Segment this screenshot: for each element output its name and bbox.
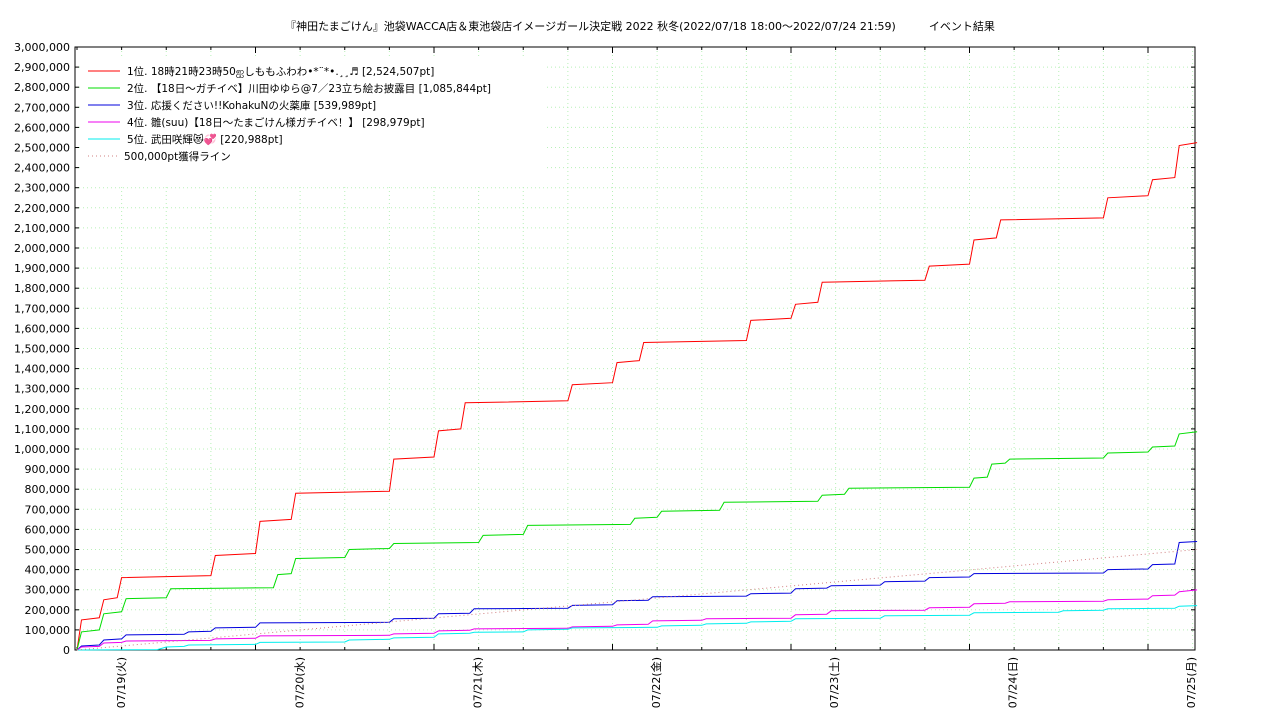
series-line — [76, 605, 1198, 651]
x-axis: 07/19(火) 07/20(水) 07/21(木) 07/22(金) 07/23(土)… — [76, 47, 1198, 708]
legend-label: 500,000pt獲得ライン — [124, 150, 231, 163]
chart-title: 『神田たまごけん』池袋WACCA店＆東池袋店イメージガール決定戦 2022 秋冬… — [285, 20, 995, 33]
y-tick-label: 2,600,000 — [14, 121, 70, 134]
y-tick-label: 200,000 — [25, 604, 71, 617]
y-tick-label: 700,000 — [25, 503, 71, 516]
x-tick-label: 07/21(木) — [472, 657, 485, 708]
y-tick-label: 2,000,000 — [14, 242, 70, 255]
y-tick-label: 1,700,000 — [14, 302, 70, 315]
y-tick-label: 2,500,000 — [14, 142, 70, 155]
y-tick-label: 600,000 — [25, 523, 71, 536]
y-tick-label: 1,900,000 — [14, 262, 70, 275]
y-tick-label: 1,300,000 — [14, 383, 70, 396]
series-line — [76, 431, 1198, 651]
legend-label: 2位. 【18日〜ガチイベ】川田ゆゆら@7／23立ち絵お披露目 [1,085,8… — [127, 82, 491, 95]
x-tick-label: 07/22(金) — [649, 657, 663, 708]
series-line — [76, 142, 1198, 651]
y-tick-label: 2,200,000 — [14, 202, 70, 215]
y-tick-label: 2,100,000 — [14, 222, 70, 235]
y-tick-label: 1,000,000 — [14, 443, 70, 456]
x-tick-label: 07/19(火) — [115, 657, 128, 708]
x-tick-label: 07/25(月) — [1185, 657, 1198, 708]
legend-background — [80, 57, 545, 187]
series-line — [76, 589, 1198, 651]
y-axis: 0 100,000 200,000 300,000 400,000 500,000 600,… — [14, 41, 1195, 657]
y-tick-label: 2,700,000 — [14, 101, 70, 114]
y-tick-label: 1,800,000 — [14, 282, 70, 295]
x-tick-label: 07/23(土) — [828, 657, 841, 708]
y-tick-label: 2,300,000 — [14, 182, 70, 195]
x-tick-label: 07/24(日) — [1007, 657, 1020, 708]
y-tick-label: 2,900,000 — [14, 61, 70, 74]
x-tick-label: 07/20(水) — [293, 657, 306, 708]
y-tick-label: 500,000 — [25, 544, 71, 557]
y-tick-label: 900,000 — [25, 463, 71, 476]
y-tick-label: 1,500,000 — [14, 343, 70, 356]
y-tick-label: 1,400,000 — [14, 363, 70, 376]
series-lines — [76, 142, 1198, 651]
y-tick-label: 1,200,000 — [14, 403, 70, 416]
legend-label: 1位. 18時21時23時50ஐしももふわわ•*¨*•.¸¸♬ [2,524,5… — [127, 65, 434, 78]
legend-label: 3位. 応援ください!!KohakuNの火薬庫 [539,989pt] — [127, 99, 376, 112]
y-tick-label: 2,800,000 — [14, 81, 70, 94]
series-line — [76, 549, 1198, 651]
legend-label: 4位. 雛(suu)【18日〜たまごけん様ガチイベ！】 [298,979pt] — [127, 116, 425, 129]
y-tick-label: 0 — [63, 644, 70, 657]
y-tick-label: 800,000 — [25, 483, 71, 496]
y-tick-label: 100,000 — [25, 624, 71, 637]
legend-label: 5位. 武田咲輝😻💞 [220,988pt] — [127, 133, 283, 146]
y-tick-label: 400,000 — [25, 564, 71, 577]
y-tick-label: 1,600,000 — [14, 322, 70, 335]
y-tick-label: 1,100,000 — [14, 423, 70, 436]
y-tick-label: 3,000,000 — [14, 41, 70, 54]
series-line — [76, 541, 1198, 651]
legend: 1位. 18時21時23時50ஐしももふわわ•*¨*•.¸¸♬ [2,524,5… — [88, 65, 491, 163]
y-tick-label: 300,000 — [25, 584, 71, 597]
y-tick-label: 2,400,000 — [14, 162, 70, 175]
